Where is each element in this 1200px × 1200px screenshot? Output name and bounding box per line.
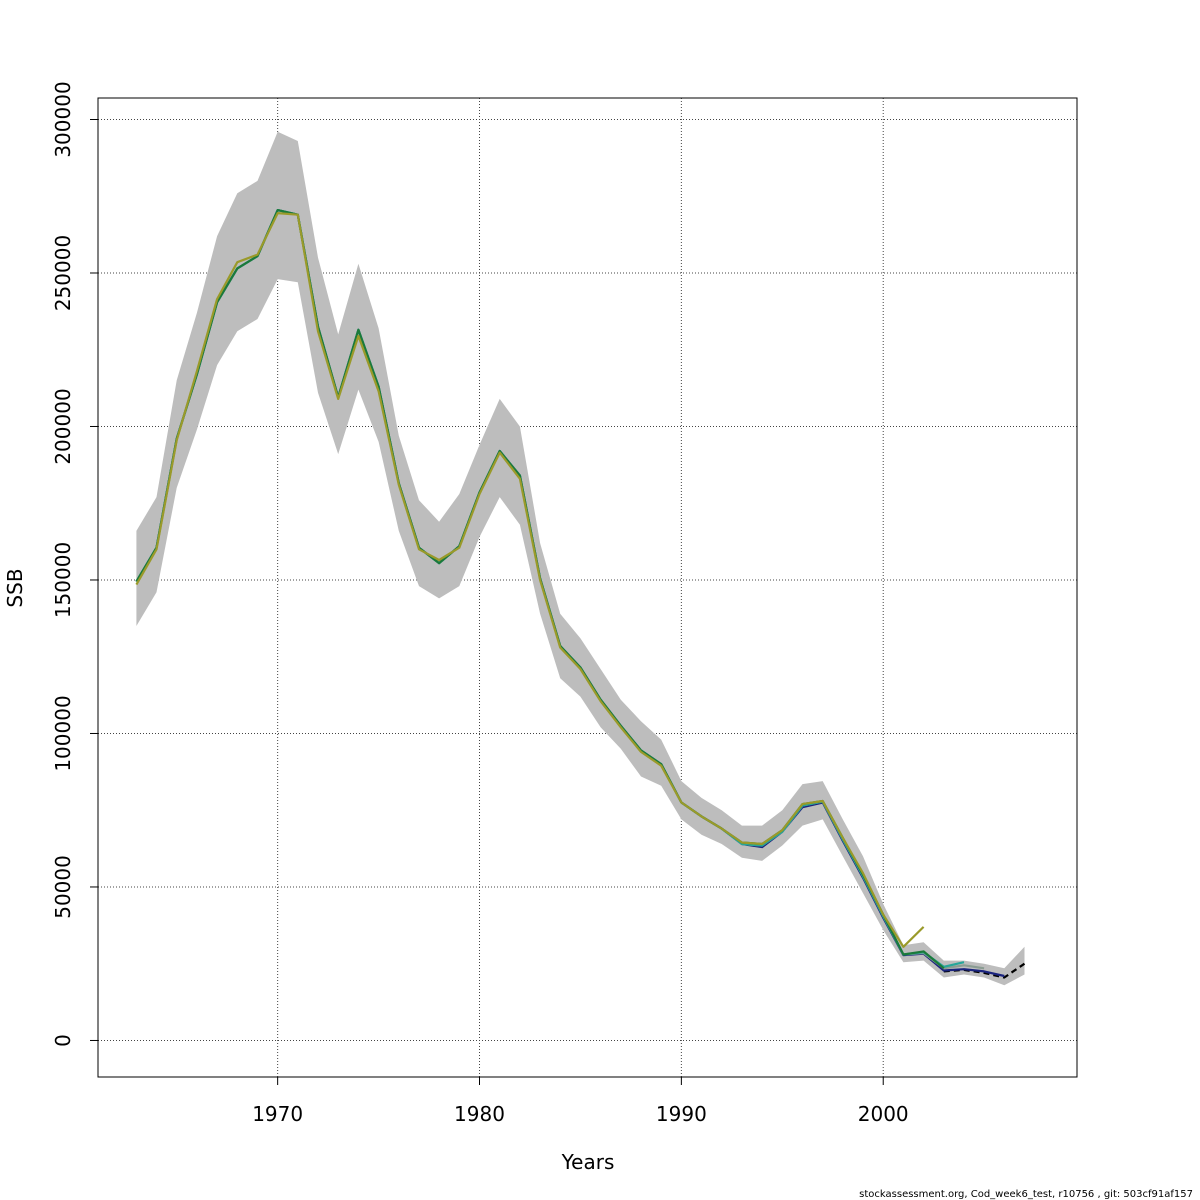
y-tick-label: 200000 xyxy=(51,388,75,464)
series-lines xyxy=(135,209,1026,979)
y-axis: 0 50000 100000 150000 200000 250000 300000 xyxy=(51,81,98,1047)
grid xyxy=(98,98,1077,1077)
y-tick-label: 0 xyxy=(51,1034,75,1047)
series-line-5 xyxy=(135,212,925,948)
y-tick-label: 250000 xyxy=(51,235,75,311)
y-axis-title: SSB xyxy=(3,568,27,607)
plot-frame xyxy=(97,97,1078,1078)
series-line-1 xyxy=(135,209,1005,978)
footer-note: stockassessment.org, Cod_week6_test, r10… xyxy=(859,1189,1193,1200)
x-axis-title: Years xyxy=(561,1150,615,1174)
y-tick-label: 50000 xyxy=(51,855,75,919)
y-tick-label: 100000 xyxy=(51,695,75,771)
confidence-band xyxy=(136,131,1025,986)
x-tick-label: 1970 xyxy=(252,1102,303,1126)
y-tick-label: 300000 xyxy=(51,81,75,157)
x-tick-label: 2000 xyxy=(858,1102,909,1126)
x-tick-label: 1990 xyxy=(656,1102,707,1126)
y-tick-label: 150000 xyxy=(51,542,75,618)
x-axis: 1970 1980 1990 2000 xyxy=(252,1077,909,1126)
x-tick-label: 1980 xyxy=(454,1102,505,1126)
confidence-band-group xyxy=(136,131,1025,986)
